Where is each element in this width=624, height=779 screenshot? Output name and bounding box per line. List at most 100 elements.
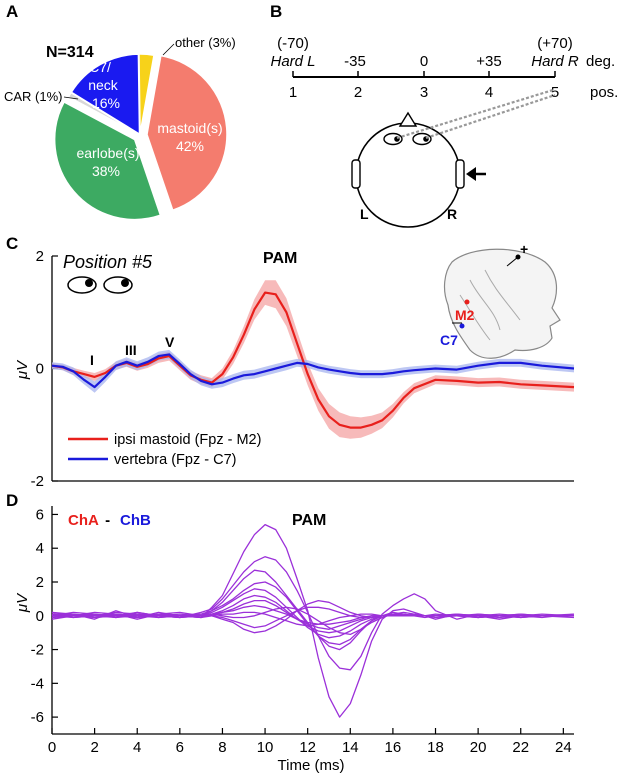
d-ytick-label: 4 [36,540,44,557]
scale-pos-2: 2 [354,84,362,101]
pie-chart [53,53,228,221]
d-xtick-label: 4 [133,739,141,756]
d-xtick-label: 20 [470,739,487,756]
scale-pos-3: 3 [420,84,428,101]
pie-label-c7-line2: neck [88,77,119,93]
scale-deg-unit: deg. [586,53,615,70]
scale-pos-1: 1 [289,84,297,101]
d-xtick-label: 2 [90,739,98,756]
d-xtick-label: 10 [257,739,274,756]
d-ytick-label: -2 [31,642,44,659]
pie-other-leader [162,43,175,56]
pie-slice-other-3 [138,53,155,135]
d-ytick-label: 2 [36,574,44,591]
plot-c: -2 0 2 [31,248,575,490]
scale-deg-2: 0 [420,53,428,70]
scale-right-name: Hard R [531,53,579,70]
d-xlabel: Time (ms) [278,757,345,774]
head-outline [355,122,461,228]
c-wave-III: III [125,342,137,358]
scale-pos-unit: pos. [590,84,618,101]
d-xtick-label: 22 [512,739,529,756]
panel-d-label: D [6,491,18,510]
d-trace-5 [51,588,574,639]
c-legend: ipsi mastoid (Fpz - M2) vertebra (Fpz - … [68,432,261,468]
pie-slice-mastoid-s [146,54,228,212]
panel-a-label: A [6,2,18,21]
pie-title: N=314 [46,44,94,61]
d-xtick-label: 16 [385,739,402,756]
scale-pos-4: 4 [485,84,493,101]
head-diagram: L R [351,88,556,228]
inset-c7-label: C7 [440,332,458,348]
d-ytick-label: -6 [31,709,44,726]
d-xtick-label: 8 [218,739,226,756]
head-nose [398,111,418,127]
pie-label-c7-pct: 16% [92,95,120,111]
d-xtick-label: 12 [299,739,316,756]
d-ylabel: μV [14,592,31,613]
head-anatomy-inset: + M2 C7 [440,241,561,359]
gaze-line-right [425,93,556,140]
d-xtick-label: 14 [342,739,359,756]
inset-m2-dot [464,299,470,305]
head-left-ear [351,159,361,189]
c-ylabel: μV [14,359,31,380]
pie-slice-c7-neck [70,53,141,136]
c-position-label: Position #5 [63,252,153,272]
panel-b: B (-70) Hard L (+70) Hard R -35 0 +35 de… [270,2,618,228]
inset-c7-dot [459,323,465,329]
inset-muscle-lines [459,269,521,341]
inset-plus-label: + [520,241,528,257]
inset-head-outline [443,248,561,359]
arrow-icon [466,167,476,181]
head-label-right: R [447,206,457,222]
legend-vertebra-label: vertebra (Fpz - C7) [114,452,236,468]
scale-pos-5: 5 [551,84,559,101]
d-xtick-label: 24 [555,739,572,756]
pie-label-earlobe-pct: 38% [92,163,120,179]
legend-mastoid-label: ipsi mastoid (Fpz - M2) [114,432,261,448]
d-ytick-label: 6 [36,506,44,523]
pie-label-other: other (3%) [175,35,236,50]
d-ytick-label: -4 [31,675,44,692]
d-pam-label: PAM [292,512,326,529]
d-xtick-label: 6 [176,739,184,756]
c-eyes-icon [67,276,133,294]
c-wave-V: V [165,334,175,350]
pie-car-leader [63,96,79,100]
scale-left-name: Hard L [270,53,315,70]
d-xtick-label: 18 [427,739,444,756]
d-ytick-label: 0 [36,608,44,625]
scale-deg-1: -35 [344,53,366,70]
panel-b-label: B [270,2,282,21]
panel-a: A N=314 C7/ neck 16% mastoid(s) 42% earl… [4,2,236,221]
d-title-cha: ChA [68,512,99,529]
c-pam-label: PAM [263,250,297,267]
d-title-chb: ChB [120,512,151,529]
c-ytick-label: 2 [36,248,44,265]
panel-c-label: C [6,234,18,253]
d-trace-1 [51,523,575,718]
pie-label-c7-line1: C7/ [89,59,111,75]
inset-m2-label: M2 [455,307,475,323]
d-title-sep: - [101,512,114,529]
scale-ticks [292,71,556,77]
head-right-ear [455,159,465,189]
c-ytick-label: 0 [36,361,44,378]
d-xtick-label: 0 [48,739,56,756]
pie-label-earlobe: earlobe(s) [76,145,139,161]
panel-c: C -2 0 2 μV Position #5 PAM I III V ipsi m… [6,234,575,490]
pie-label-car: CAR (1%) [4,89,63,104]
pie-label-mastoid-pct: 42% [176,138,204,154]
d-trace-12 [51,606,574,636]
inset-fpz-dot [515,254,521,260]
c-wave-I: I [90,352,94,368]
c-ytick-label: -2 [31,473,44,490]
scale-deg-3: +35 [476,53,501,70]
scale-left-deg: (-70) [277,35,309,52]
pie-label-mastoid: mastoid(s) [157,120,222,136]
